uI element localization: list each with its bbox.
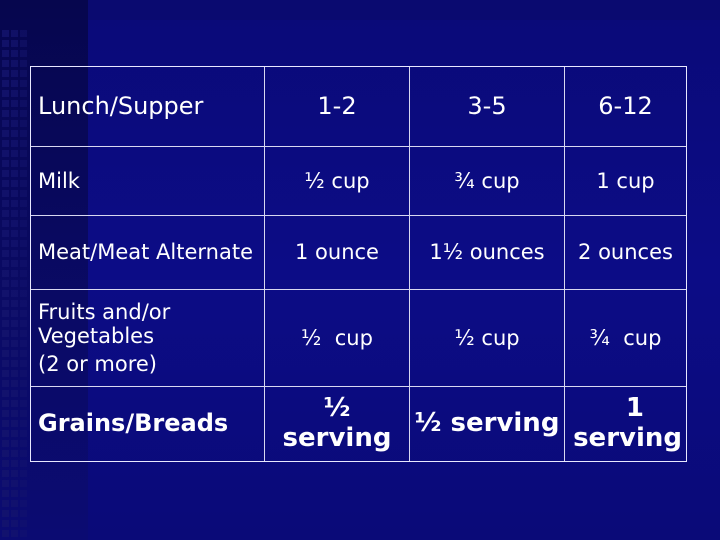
header-age-3-5: 3-5 [410,67,565,147]
fruits-age-6-12: ¾ cup [565,290,686,387]
grains-6-12-line-2: serving [573,423,682,453]
fruits-label-line-1: Fruits and/or [38,300,171,325]
table-row: Milk ½ cup ¾ cup 1 cup [31,147,686,216]
header-age-1-2: 1-2 [265,67,410,147]
milk-age-1-2: ½ cup [265,147,410,216]
header-meal-label: Lunch/Supper [31,67,265,147]
grains-3-5-line-1: ½ serving [414,408,560,439]
grains-1-2-line-1: ½ [323,393,351,424]
meat-age-3-5: 1½ ounces [410,216,565,290]
grains-age-1-2: ½ serving [265,387,410,461]
milk-age-6-12: 1 cup [565,147,686,216]
grains-1-2-line-2: serving [282,423,392,453]
left-decorative-stripe [0,0,88,540]
meal-pattern-table: Lunch/Supper 1-2 3-5 6-12 Milk ½ cup ¾ c… [30,66,687,462]
meat-age-1-2: 1 ounce [265,216,410,290]
row-label-fruits: Fruits and/or Vegetables (2 or more) [31,290,265,387]
meat-age-6-12: 2 ounces [565,216,686,290]
header-age-6-12: 6-12 [565,67,686,147]
row-label-milk: Milk [31,147,265,216]
grains-age-6-12: 1 serving [565,387,686,461]
fruits-label-line-2: Vegetables [38,324,155,349]
row-label-meat: Meat/Meat Alternate [31,216,265,290]
fruits-age-1-2: ½ cup [265,290,410,387]
fruits-age-3-5: ½ cup [410,290,565,387]
milk-age-3-5: ¾ cup [410,147,565,216]
table-row: Meat/Meat Alternate 1 ounce 1½ ounces 2 … [31,216,686,290]
table-row: Grains/Breads ½ serving ½ serving 1 serv… [31,387,686,461]
fruits-label-line-3: (2 or more) [38,351,157,376]
table-row: Fruits and/or Vegetables (2 or more) ½ c… [31,290,686,387]
grains-6-12-line-1: 1 [625,393,644,424]
decorative-squares [0,30,30,540]
row-label-grains: Grains/Breads [31,387,265,461]
grains-age-3-5: ½ serving [410,387,565,461]
table-header-row: Lunch/Supper 1-2 3-5 6-12 [31,67,686,147]
top-band [88,0,720,20]
